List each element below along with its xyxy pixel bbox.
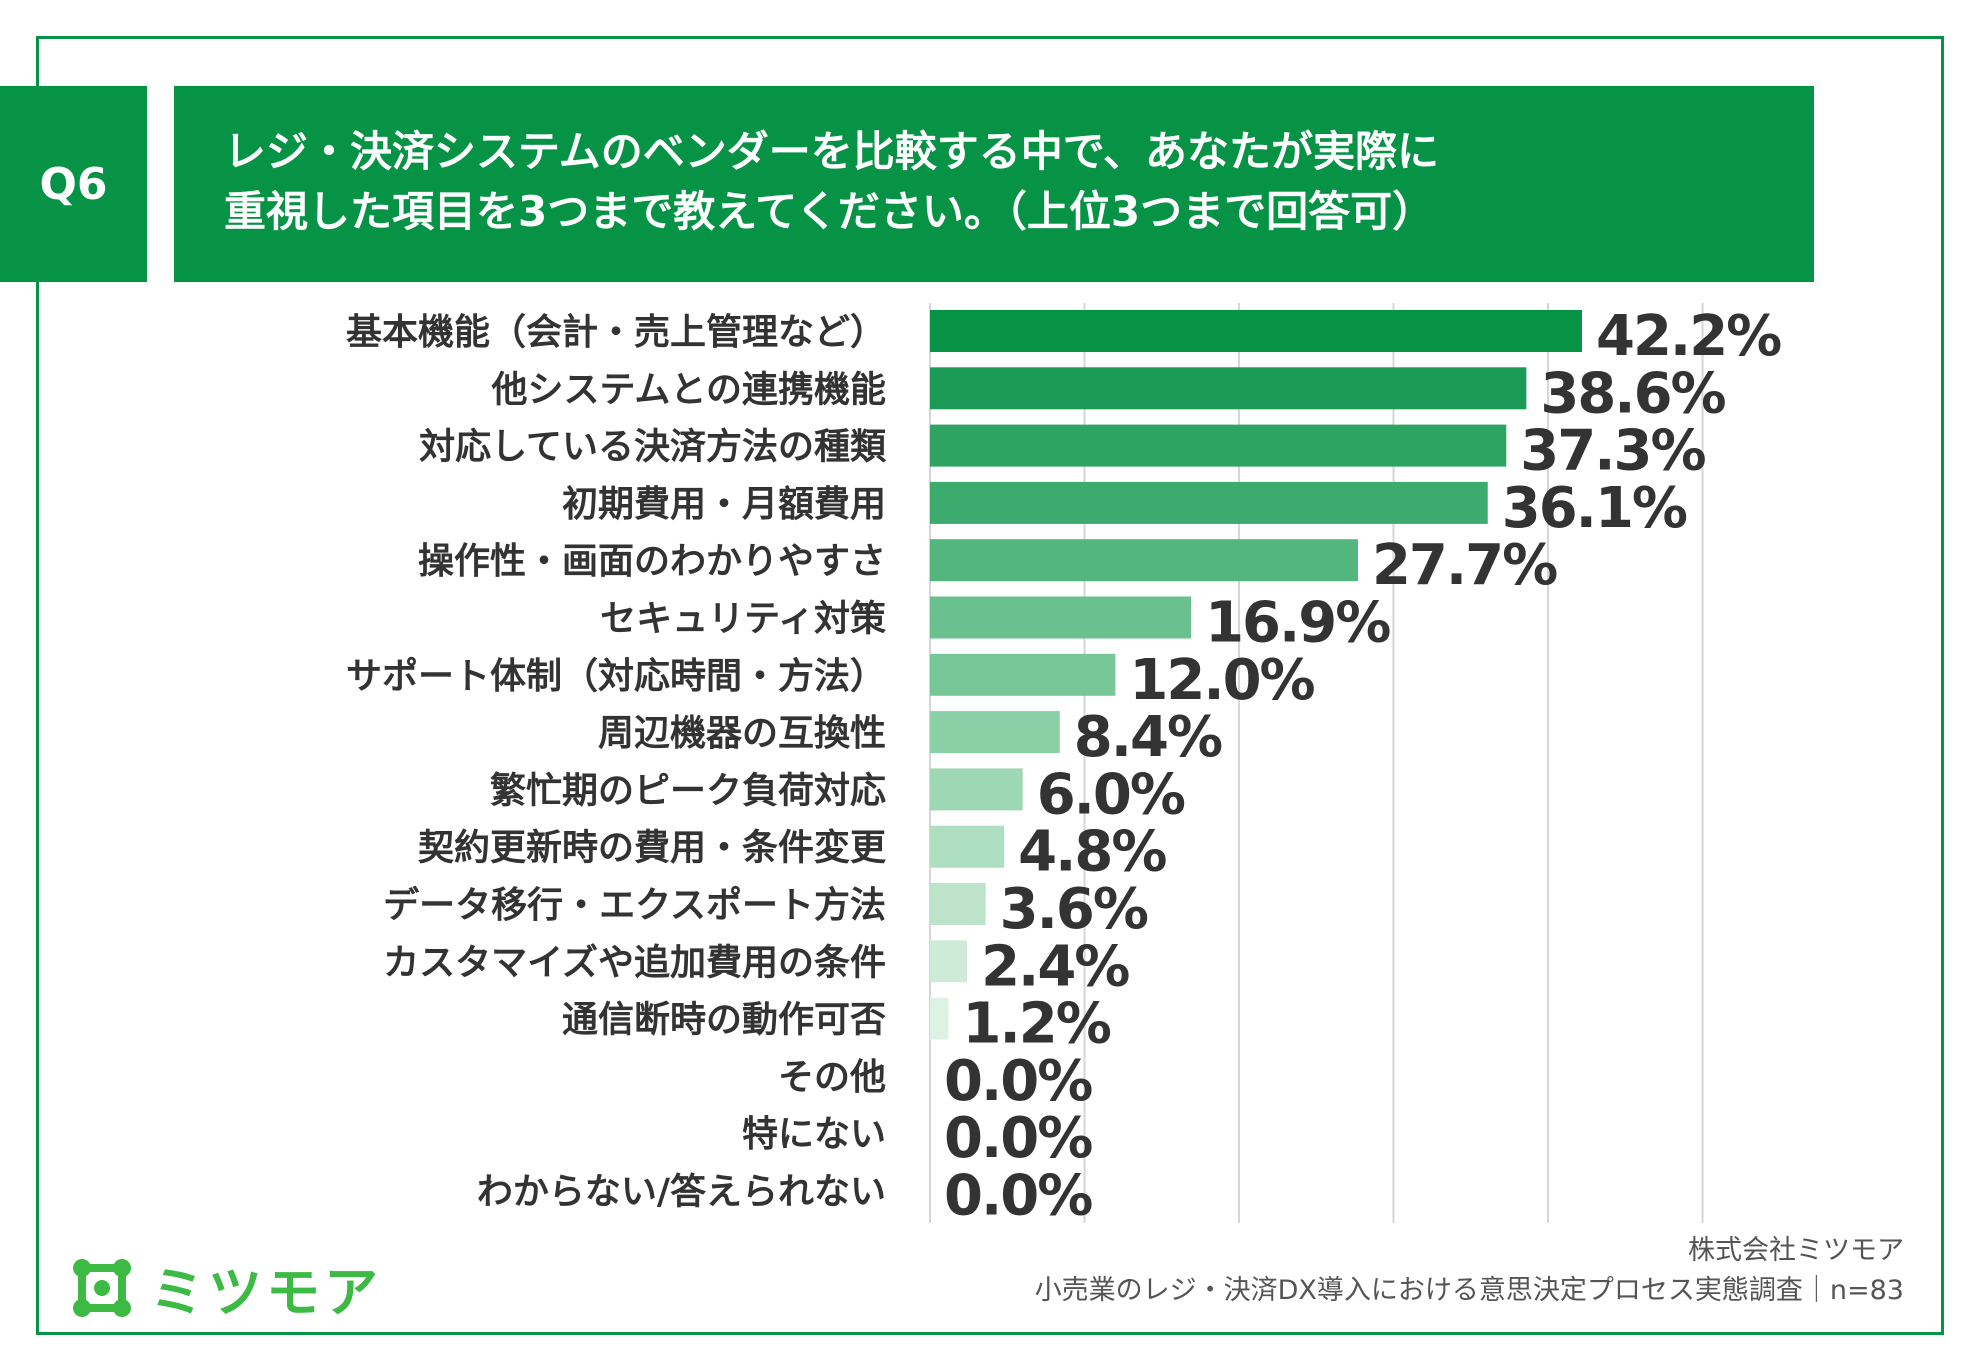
category-label: 特にない (742, 1114, 886, 1155)
bar (930, 768, 1023, 811)
footer-company: 株式会社ミツモア (1688, 1235, 1904, 1266)
value-label: 0.0% (944, 1164, 1092, 1229)
value-label: 42.2% (1596, 304, 1781, 369)
value-label: 27.7% (1372, 533, 1557, 598)
bar (930, 310, 1582, 352)
category-label: 基本機能（会計・売上管理など） (346, 312, 886, 353)
bar (930, 940, 968, 983)
bar (930, 653, 1116, 696)
question-title-line-2: 重視した項目を3つまで教えてください。（上位3つまで回答可） (224, 187, 1435, 236)
question-title: レジ・決済システムのベンダーを比較する中で、あなたが実際に 重視した項目を3つま… (174, 86, 1814, 282)
category-label: セキュリティ対策 (600, 599, 886, 640)
logo-text: ミツモア (150, 1261, 382, 1324)
bar (930, 424, 1507, 467)
category-label: 対応している決済方法の種類 (419, 427, 887, 468)
category-label: サポート体制（対応時間・方法） (346, 655, 886, 697)
question-number-badge: Q6 (0, 86, 147, 282)
value-label: 1.2% (963, 992, 1111, 1057)
category-label: 通信断時の動作可否 (562, 1000, 886, 1041)
logo-mark-icon (73, 1258, 131, 1317)
question-title-line-1: レジ・決済システムのベンダーを比較する中で、あなたが実際に (224, 127, 1440, 176)
category-label: 繁忙期のピーク負荷対応 (490, 770, 886, 811)
value-label: 8.4% (1074, 705, 1222, 770)
mitsumore-logo: ミツモア (68, 1248, 382, 1327)
category-label: わからない/答えられない (477, 1172, 886, 1213)
value-label: 4.8% (1018, 820, 1166, 885)
category-label: 初期費用・月額費用 (562, 484, 886, 525)
category-label: その他 (778, 1057, 886, 1098)
value-label: 0.0% (944, 1106, 1092, 1171)
value-label: 2.4% (981, 934, 1129, 999)
bar (930, 883, 986, 925)
category-label: 周辺機器の互換性 (598, 713, 886, 754)
value-label: 38.6% (1540, 361, 1725, 426)
value-label: 6.0% (1037, 762, 1185, 827)
bar (930, 367, 1527, 410)
value-label: 16.9% (1205, 591, 1390, 656)
value-label: 36.1% (1502, 476, 1687, 541)
footer-survey-info: 小売業のレジ・決済DX導入における意思決定プロセス実態調査｜n=83 (1034, 1275, 1904, 1306)
category-label: 契約更新時の費用・条件変更 (418, 827, 887, 869)
bar (930, 539, 1358, 582)
value-label: 0.0% (944, 1049, 1092, 1114)
category-label: 他システムとの連携機能 (490, 369, 886, 410)
bar (930, 596, 1192, 639)
value-label: 37.3% (1520, 419, 1705, 484)
category-label: 操作性・画面のわかりやすさ (418, 541, 886, 582)
category-label: データ移行・エクスポート方法 (383, 884, 886, 926)
outer-frame (36, 36, 1944, 1335)
value-label: 3.6% (1000, 877, 1148, 942)
bar (930, 481, 1488, 524)
value-label: 12.0% (1129, 648, 1314, 713)
bar (930, 997, 949, 1040)
category-label: カスタマイズや追加費用の条件 (383, 941, 886, 983)
bar (930, 711, 1060, 754)
bar (930, 825, 1005, 868)
